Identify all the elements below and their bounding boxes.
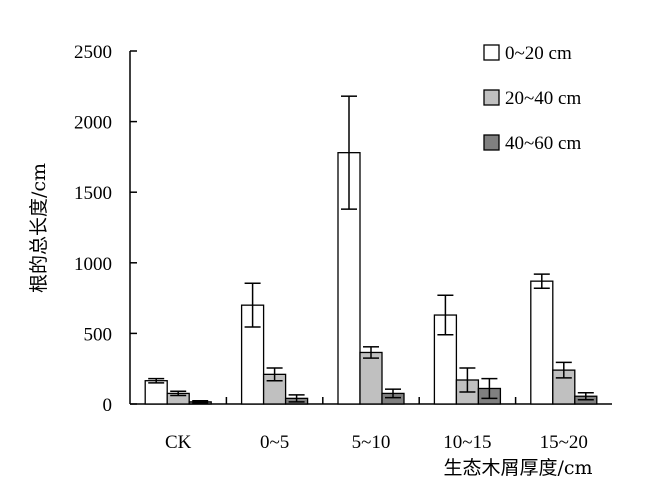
bar	[530, 280, 554, 405]
y-tick-label: 2000	[74, 113, 112, 134]
legend-swatch	[483, 44, 500, 61]
x-tick-label: 5~10	[352, 432, 391, 453]
y-tick-label: 0	[103, 395, 113, 416]
legend-label: 40~60 cm	[505, 133, 581, 154]
y-tick-label: 1000	[74, 254, 112, 275]
bar	[144, 380, 168, 405]
legend: 0~20 cm 20~40 cm 40~60 cm	[483, 43, 581, 154]
x-tick-label: 10~15	[443, 432, 491, 453]
x-tick-label: 0~5	[260, 432, 289, 453]
error-bars-group	[148, 95, 594, 404]
x-axis-title: 生态木屑厚度/cm	[443, 457, 592, 479]
bars-group	[144, 152, 598, 405]
bar	[359, 351, 383, 405]
y-axis-title: 根的总长度/cm	[28, 163, 50, 293]
axes: 0 500 1000 1500 2000 2500 CK 0~5 5~10 10~15 15~20	[74, 42, 612, 453]
legend-swatch	[483, 134, 500, 151]
legend-label: 0~20 cm	[505, 43, 572, 64]
legend-label: 20~40 cm	[505, 88, 581, 109]
y-tick-label: 500	[84, 324, 113, 345]
y-tick-label: 1500	[74, 183, 112, 204]
legend-swatch	[483, 89, 500, 106]
x-tick-label: CK	[165, 432, 192, 453]
x-tick-label: 15~20	[540, 432, 588, 453]
y-tick-label: 2500	[74, 42, 112, 63]
